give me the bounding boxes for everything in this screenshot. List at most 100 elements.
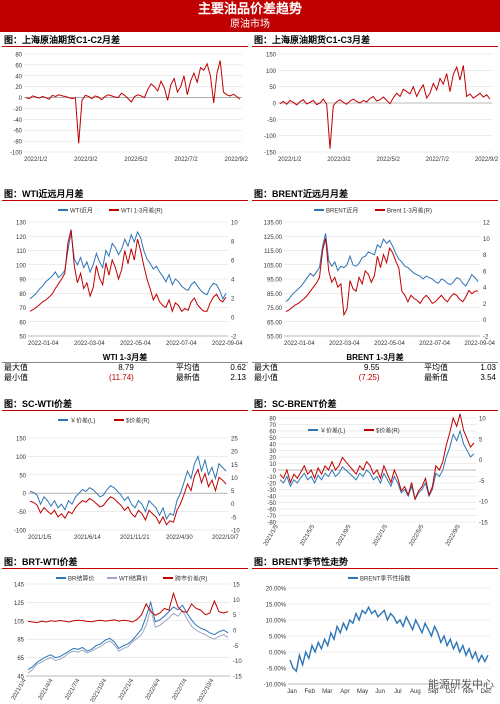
y-tick-label: 125.00 [264, 235, 283, 241]
x-tick-label: 2022/3/2 [327, 157, 351, 163]
stats-label: 平均值 [424, 363, 449, 372]
x-tick-label: 2022-01-04 [284, 341, 315, 347]
y-tick-label: 50 [269, 436, 276, 442]
x-tick-label: 2022/10/4 [197, 677, 216, 702]
y-tick-label: 55.00 [267, 335, 283, 341]
x-tick-label: 2022/9/2 [225, 157, 248, 163]
panel-title: 图：上海原油期货C1-C3月差 [252, 34, 498, 47]
stats-value: (7.25) [358, 373, 380, 382]
legend-label: 跨市价差(R) [175, 575, 207, 583]
y-tick-label: 95.00 [267, 278, 283, 284]
y2-tick-label: 0 [231, 502, 235, 508]
x-tick-label: 2022/5/5 [409, 523, 426, 547]
y-tick-label: 0 [273, 102, 277, 108]
x-tick-label: 2022/9/5 [445, 523, 462, 547]
x-tick-label: 2022/4/4 [145, 677, 162, 701]
x-tick-label: 2022/1/2 [24, 157, 48, 163]
stats-title: BRENT 1-3月差 [252, 352, 498, 363]
y-tick-label: 20 [15, 85, 22, 91]
y-tick-label: -100 [14, 529, 27, 535]
panel-title: 图：上海原油期货C1-C2月差 [2, 34, 248, 47]
y-tick-label: 65 [17, 656, 24, 662]
y2-tick-label: -5 [231, 515, 237, 521]
stats-row: 最大值 8.79 平均值 0.62 [2, 363, 248, 373]
y-tick-label: 40 [15, 74, 22, 80]
stats-label: 平均值 [175, 363, 200, 372]
x-tick-label: 2021/6/14 [74, 535, 101, 541]
stats-value: 0.62 [230, 363, 246, 372]
y-tick-label: 105 [14, 619, 25, 625]
x-tick-label: 2022/1/4 [118, 677, 135, 701]
x-tick-label: 2022-01-04 [28, 341, 59, 347]
series-line [279, 429, 475, 501]
y-tick-label: -10 [267, 475, 276, 481]
y2-tick-label: 25 [231, 437, 238, 443]
x-tick-label: Dec [481, 689, 492, 695]
y2-tick-label: 10 [231, 476, 238, 482]
series-line [29, 229, 227, 313]
y-tick-label: -40 [13, 118, 22, 124]
stats-row: 最小值 (11.74) 最新值 2.13 [2, 373, 248, 383]
chart-panel-wti-spread: 图：WTI近远月月差 130 120 110 100 90 80 70 60 50 10 8 6 4 2 0… [2, 188, 248, 350]
y-tick-label: 150 [16, 437, 27, 443]
y2-tick-label: -10 [233, 659, 242, 665]
chart-panel-sc-c1-c2: 图：上海原油期货C1-C2月差 80 60 40 20 0 -20 -40 -60 -80 -10… [2, 34, 248, 174]
x-tick-label: 2021/1/5 [263, 523, 280, 547]
x-tick-label: 2022/5/2 [124, 157, 148, 163]
x-tick-label: 2022/1/2 [278, 157, 302, 163]
panel-title: 图：BRT-WTI价差 [2, 556, 248, 569]
panel-title: 图：WTI近远月月差 [2, 188, 248, 201]
panel-title: 图：BRENT近远月月差 [252, 188, 498, 201]
y2-tick-label: 5 [231, 489, 235, 495]
stats-brent: BRENT 1-3月差 最大值 9.55 平均值 1.03 最小值 (7.25)… [252, 352, 498, 383]
legend-label: WTI 1-3月差(R) [121, 207, 163, 215]
y2-tick-label: 20 [231, 450, 238, 456]
y-tick-label: 105.00 [264, 263, 283, 269]
y2-tick-label: 15 [231, 463, 238, 469]
chart-sc-brent: 80706050403020100-10-20-30-40-50-60-70-8… [263, 413, 488, 547]
x-tick-label: 2022/7/2 [174, 157, 198, 163]
y2-tick-label: 0 [479, 458, 483, 464]
y-tick-label: 10.00% [266, 619, 287, 625]
y-tick-label: 125 [14, 601, 25, 607]
x-tick-label: 2022/7/4 [172, 677, 189, 701]
y2-tick-label: 10 [233, 598, 240, 604]
stats-value: 1.03 [480, 363, 496, 372]
panel-title: 图：BRENT季节性走势 [252, 556, 498, 569]
y2-tick-label: 4 [231, 278, 235, 284]
y-tick-label: 50 [19, 473, 26, 479]
legend-label: WTI结算价 [119, 575, 148, 583]
chart-panel-sc-brent: 图：SC-BRENT价差 80 70 60 50 40 30 20 10 0 -10 -20 -30-… [252, 398, 498, 548]
y-tick-label: 20 [269, 456, 276, 462]
legend-label: $价差(R) [126, 417, 150, 425]
x-tick-label: 2022-07-04 [166, 341, 197, 347]
y2-tick-label: 12 [483, 221, 490, 227]
x-tick-label: Feb [304, 689, 315, 695]
y-tick-label: 80 [19, 292, 26, 298]
stats-label: 最大值 [4, 363, 28, 372]
x-tick-label: 2022-09-04 [464, 341, 495, 347]
y-tick-label: -150 [264, 151, 277, 157]
panel-title: 图：SC-WTI价差 [2, 398, 248, 411]
series-line [285, 238, 479, 317]
y-tick-label: 65.00 [267, 320, 283, 326]
series-line [29, 454, 227, 521]
y-tick-label: -20 [13, 107, 22, 113]
series-line [29, 468, 227, 526]
y-tick-label: 85 [17, 638, 24, 644]
y-tick-label: 120 [16, 235, 27, 241]
page-header: 主要油品价差趋势 原油市场 [0, 0, 500, 32]
y2-tick-label: 15 [233, 583, 240, 589]
stats-row: 最小值 (7.25) 最新值 3.54 [252, 373, 498, 383]
x-tick-label: 2022/7/2 [426, 157, 450, 163]
y-tick-label: -80 [13, 140, 22, 146]
x-tick-label: Jan [287, 689, 297, 695]
y-tick-label: 0 [273, 469, 277, 475]
stats-wti: WTI 1-3月差 最大值 8.79 平均值 0.62 最小值 (11.74) … [2, 352, 248, 383]
y-tick-label: -30 [267, 488, 276, 494]
stats-value: 3.54 [480, 373, 496, 382]
stats-label: 最大值 [254, 363, 278, 372]
page-subtitle: 原油市场 [230, 19, 270, 30]
